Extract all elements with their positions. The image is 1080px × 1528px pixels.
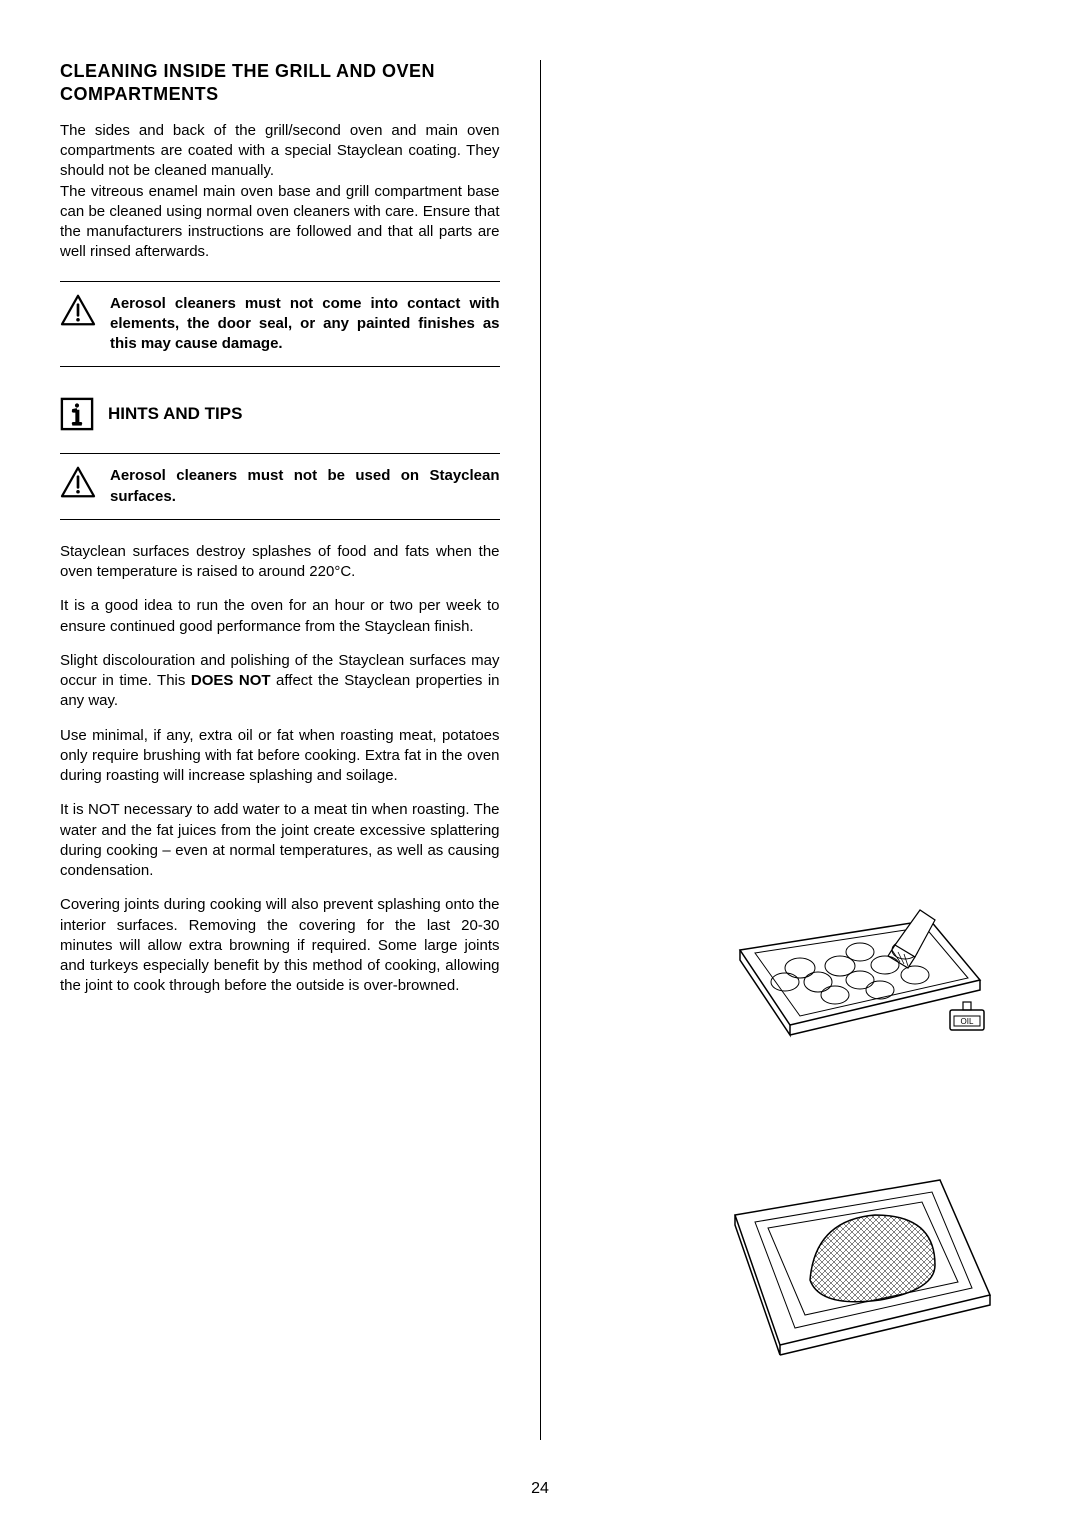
covered-joint-illustration	[720, 1160, 1000, 1370]
bold-text: DOES NOT	[191, 672, 271, 689]
paragraph: It is NOT necessary to add water to a me…	[60, 800, 500, 881]
left-column: CLEANING INSIDE THE GRILL AND OVEN COMPA…	[60, 60, 530, 1440]
hints-heading-row: HINTS AND TIPS	[60, 397, 500, 431]
paragraph: Stayclean surfaces destroy splashes of f…	[60, 542, 500, 583]
oil-label: OIL	[961, 1017, 974, 1026]
paragraph: Covering joints during cooking will also…	[60, 895, 500, 996]
warning-triangle-icon	[60, 294, 96, 326]
paragraph: Use minimal, if any, extra oil or fat wh…	[60, 726, 500, 787]
paragraph: The vitreous enamel main oven base and g…	[60, 182, 500, 263]
paragraph: Slight discolouration and polishing of t…	[60, 651, 500, 712]
section-heading: CLEANING INSIDE THE GRILL AND OVEN COMPA…	[60, 60, 500, 107]
column-divider	[540, 60, 541, 1440]
paragraph: It is a good idea to run the oven for an…	[60, 596, 500, 637]
warning-triangle-icon	[60, 466, 96, 498]
warning-text: Aerosol cleaners must not come into cont…	[110, 294, 500, 355]
warning-text: Aerosol cleaners must not be used on Sta…	[110, 466, 500, 507]
hints-heading: HINTS AND TIPS	[108, 404, 242, 424]
info-square-icon	[60, 397, 94, 431]
warning-block: Aerosol cleaners must not be used on Sta…	[60, 453, 500, 520]
warning-block: Aerosol cleaners must not come into cont…	[60, 281, 500, 368]
page-number: 24	[531, 1480, 549, 1498]
oil-brush-illustration: OIL	[720, 890, 1000, 1070]
right-column: OIL	[551, 60, 1021, 1440]
paragraph: The sides and back of the grill/second o…	[60, 121, 500, 182]
